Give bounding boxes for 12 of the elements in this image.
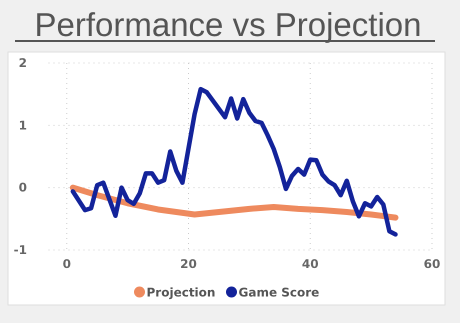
- x-tick-label: 20: [180, 257, 197, 271]
- y-tick-label: 1: [18, 118, 27, 132]
- chart-title: Performance vs Projection: [34, 6, 422, 43]
- x-tick-label: 60: [424, 257, 440, 271]
- x-tick-label: 0: [62, 257, 71, 271]
- line-series: [70, 86, 398, 237]
- x-tick-label: 40: [302, 257, 319, 271]
- legend-label: Projection: [146, 286, 216, 300]
- y-tick-label: 0: [18, 180, 27, 195]
- y-tick-label: -1: [14, 243, 27, 257]
- legend-label: Game Score: [238, 286, 320, 300]
- y-tick-label: 2: [18, 56, 27, 70]
